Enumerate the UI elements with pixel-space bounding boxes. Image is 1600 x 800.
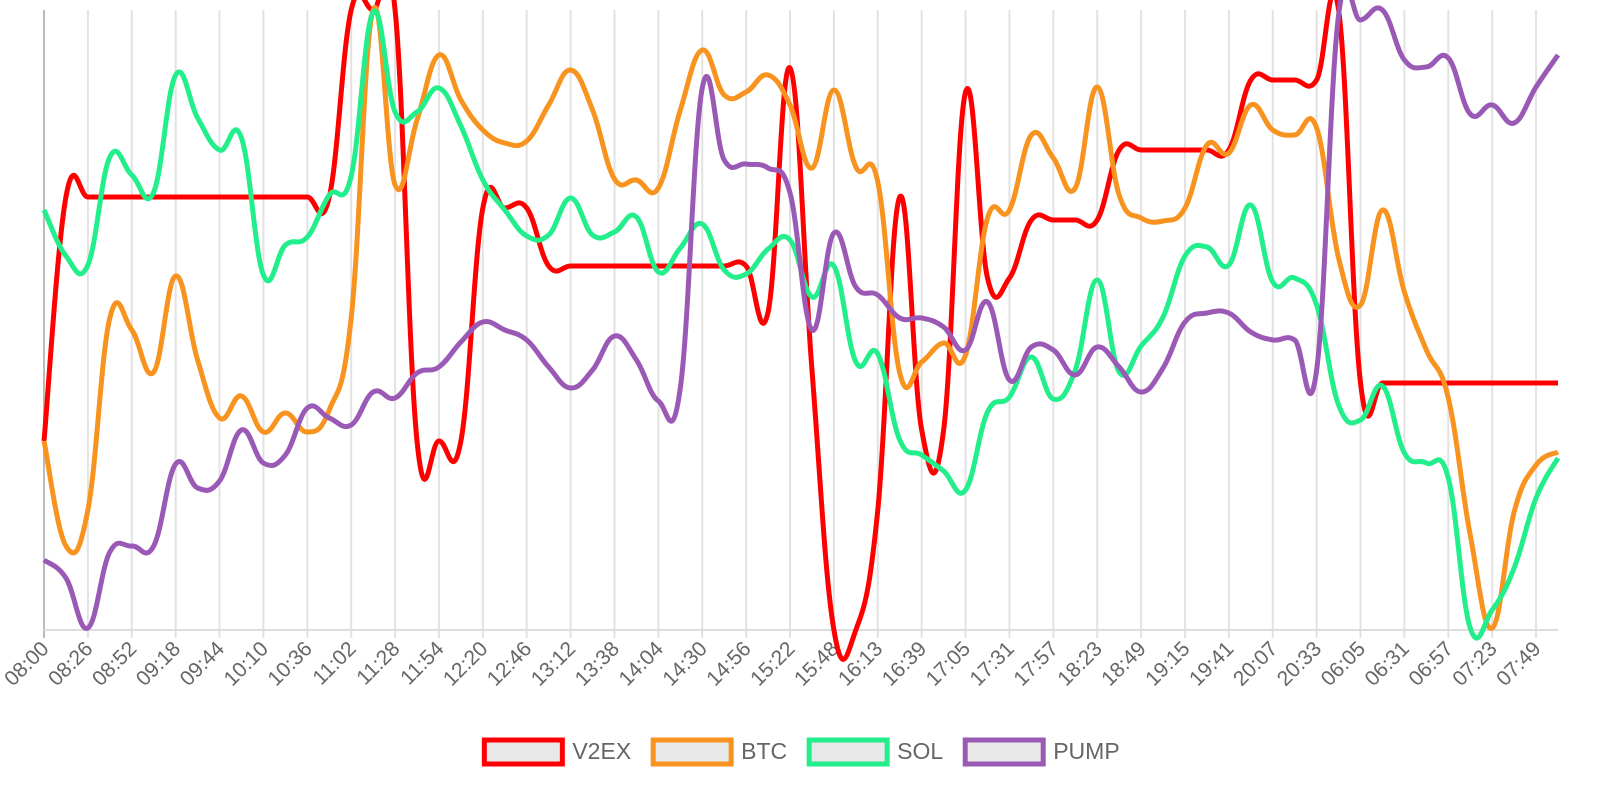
- x-tick-label: 15:22: [746, 637, 799, 690]
- x-tick-label: 06:57: [1404, 637, 1457, 690]
- x-tick-label: 06:05: [1317, 637, 1370, 690]
- x-tick-label: 19:15: [1141, 637, 1194, 690]
- x-tick-label: 11:54: [396, 637, 449, 690]
- x-tick-label: 20:33: [1273, 637, 1326, 690]
- legend-swatch: [481, 737, 565, 767]
- x-tick-label: 14:30: [658, 637, 711, 690]
- legend-label: PUMP: [1053, 738, 1119, 764]
- x-tick-label: 16:39: [878, 637, 931, 690]
- x-tick-label: 07:49: [1492, 637, 1545, 690]
- x-tick-label: 08:52: [88, 637, 141, 690]
- x-tick-label: 14:56: [702, 637, 755, 690]
- line-series: [41, 4, 1560, 631]
- legend-swatch: [962, 737, 1046, 767]
- x-tick-label: 09:18: [132, 637, 185, 690]
- x-tick-label: 18:23: [1053, 637, 1106, 690]
- x-tick-label: 18:49: [1097, 637, 1150, 690]
- line-series: [41, 8, 1561, 641]
- x-tick-label: 14:04: [614, 637, 668, 691]
- x-tick-label: 17:57: [1009, 637, 1062, 690]
- x-tick-label: 11:02: [308, 637, 360, 689]
- x-tick-label: 13:38: [571, 637, 624, 690]
- legend-label: BTC: [741, 738, 787, 764]
- x-tick-label: 17:31: [966, 637, 1019, 690]
- legend-label: V2EX: [572, 738, 631, 764]
- x-tick-label: 17:05: [922, 637, 975, 690]
- x-tick-label: 06:31: [1361, 637, 1414, 690]
- x-tick-label: 19:41: [1185, 637, 1238, 690]
- x-tick-label: 08:26: [44, 637, 97, 690]
- x-tick-label: 07:23: [1448, 637, 1501, 690]
- x-tick-label: 12:20: [439, 637, 492, 690]
- x-tick-label: 16:13: [834, 637, 887, 690]
- legend-swatch: [806, 737, 890, 767]
- legend-swatch: [650, 737, 734, 767]
- line-series: [42, 0, 1561, 631]
- legend: V2EX BTC SOL PUMP: [481, 737, 1120, 767]
- x-tick-label: 12:46: [483, 637, 536, 690]
- x-tick-label: 09:44: [176, 637, 230, 691]
- x-tick-label: 08:00: [0, 637, 53, 690]
- x-tick-label: 11:28: [352, 637, 404, 689]
- x-tick-label: 10:10: [220, 637, 273, 690]
- x-tick-label: 20:07: [1229, 637, 1282, 690]
- legend-label: SOL: [897, 738, 943, 764]
- x-tick-label: 13:12: [527, 637, 580, 690]
- x-tick-label: 10:36: [263, 637, 316, 690]
